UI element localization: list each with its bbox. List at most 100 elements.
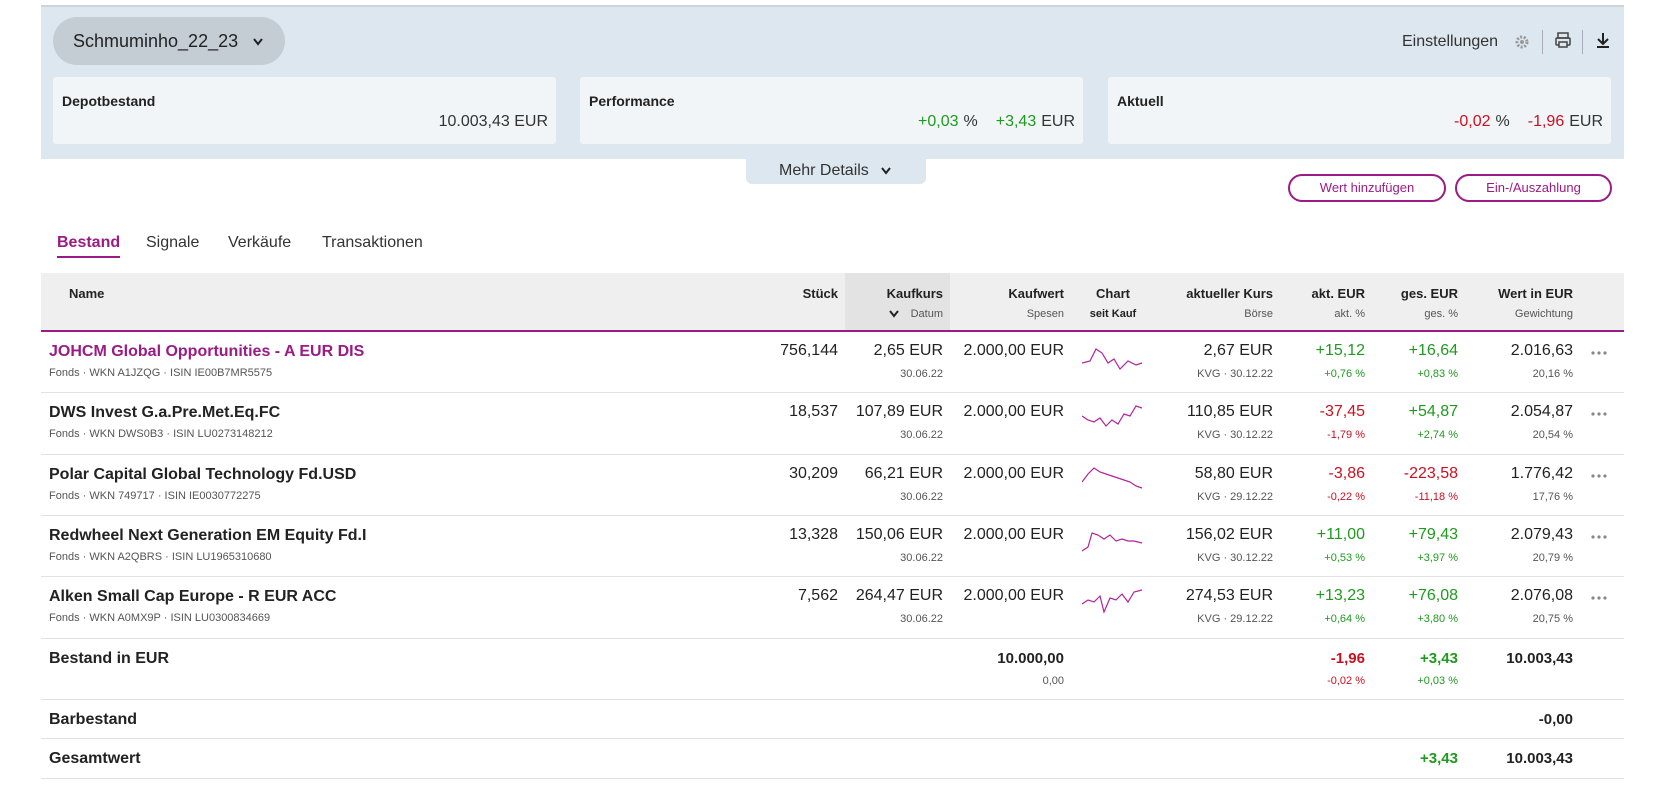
tab[interactable]: Verkäufe: [228, 234, 292, 251]
summary-value: 10.003,43 EUR: [438, 113, 548, 130]
gear-icon[interactable]: [1514, 34, 1530, 50]
cell-wert: 1.776,42: [1510, 464, 1573, 482]
total-label: Bestand in EUR: [49, 649, 170, 667]
column-title: Stück: [802, 286, 838, 301]
security-name[interactable]: Alken Small Cap Europe - R EUR ACC: [49, 588, 337, 606]
cell-kurs: 156,02 EUR: [1185, 525, 1273, 543]
cell-akt-eur: -37,45: [1319, 403, 1365, 421]
security-meta: Fonds · WKN DWS0B3 · ISIN LU0273148212: [49, 428, 273, 441]
row-separator: [41, 576, 1624, 578]
cell-ges-pct: +2,74 %: [1417, 429, 1458, 442]
column-title: akt. EUR: [1311, 286, 1365, 301]
cell-wert: 2.076,08: [1510, 587, 1573, 605]
row-separator: [41, 392, 1624, 394]
security-name[interactable]: DWS Invest G.a.Pre.Met.Eq.FC: [49, 404, 281, 422]
row-menu[interactable]: [1590, 411, 1608, 417]
sparkline: [1082, 532, 1143, 552]
cell-boerse: KVG · 30.12.22: [1197, 368, 1273, 380]
column-subtitle: seit Kauf: [1089, 308, 1137, 320]
summary-card: [1108, 77, 1611, 144]
divider: [1582, 30, 1583, 54]
cell-gewichtung: 20,79 %: [1532, 551, 1573, 564]
cell-akt-pct: -1,79 %: [1327, 429, 1365, 442]
summary-amount-unit: EUR: [1041, 113, 1075, 130]
summary-label: Depotbestand: [62, 93, 156, 109]
row-menu[interactable]: [1590, 534, 1608, 540]
deposit-button[interactable]: Ein-/Auszahlung: [1455, 174, 1612, 202]
column-title: Wert in EUR: [1498, 286, 1573, 301]
portfolio-name[interactable]: Schmuminho_22_23: [73, 31, 239, 51]
column-subtitle: ges. %: [1424, 308, 1458, 320]
cell-akt-pct: -0,22 %: [1327, 490, 1365, 503]
total-wert: 10.003,43: [1506, 649, 1573, 667]
row-menu[interactable]: [1590, 595, 1608, 601]
cell-ges-eur: +79,43: [1408, 525, 1458, 543]
cell-kaufkurs: 2,65 EUR: [873, 342, 943, 359]
cell-akt-pct: +0,64 %: [1324, 613, 1365, 626]
cell-stueck: 756,144: [780, 342, 838, 359]
cell-kurs: 58,80 EUR: [1194, 464, 1273, 482]
cell-kaufkurs: 107,89 EUR: [855, 403, 943, 421]
total-ges-pct: +0,03 %: [1417, 674, 1458, 687]
tab[interactable]: Bestand: [57, 234, 121, 258]
cell-kaufkurs: 264,47 EUR: [855, 587, 943, 605]
security-meta: Fonds · WKN A1JZQG · ISIN IE00B7MR5575: [49, 367, 273, 379]
row-separator: [41, 738, 1624, 740]
cell-stueck: 30,209: [789, 464, 838, 482]
sparkline: [1082, 405, 1143, 428]
cell-boerse: KVG · 30.12.22: [1197, 429, 1273, 442]
print-icon[interactable]: [1554, 31, 1572, 49]
total-kaufwert: 10.000,00: [997, 649, 1064, 667]
summary-percent: +0,03: [918, 113, 959, 130]
tab[interactable]: Transaktionen: [322, 234, 423, 251]
column-subtitle: Börse: [1244, 308, 1273, 320]
cell-gewichtung: 20,54 %: [1532, 429, 1573, 442]
cell-kurs: 110,85 EUR: [1187, 403, 1273, 421]
cell-datum: 30.06.22: [900, 613, 943, 626]
total-ges-eur: +3,43: [1420, 750, 1458, 768]
summary-card: [580, 77, 1083, 144]
column-subtitle: Datum: [910, 308, 943, 320]
security-meta: Fonds · WKN A2QBRS · ISIN LU1965310680: [49, 550, 272, 563]
cell-wert: 2.079,43: [1510, 525, 1573, 543]
download-icon[interactable]: [1594, 31, 1612, 49]
cell-boerse: KVG · 30.12.22: [1197, 551, 1273, 564]
cell-gewichtung: 20,75 %: [1532, 613, 1573, 626]
sort-icon[interactable]: [888, 309, 900, 319]
cell-datum: 30.06.22: [900, 490, 943, 503]
cell-datum: 30.06.22: [900, 368, 943, 380]
cell-ges-pct: +3,80 %: [1417, 613, 1458, 626]
cell-ges-pct: +0,83 %: [1417, 368, 1458, 380]
security-meta: Fonds · WKN A0MX9P · ISIN LU0300834669: [49, 612, 271, 625]
table-header: [41, 273, 1624, 332]
add-button[interactable]: Wert hinzufügen: [1288, 174, 1446, 202]
row-separator: [41, 698, 1624, 700]
column-subtitle: akt. %: [1334, 308, 1365, 320]
portfolio-dropdown[interactable]: Schmuminho_22_23: [53, 17, 285, 65]
summary-amount: +3,43: [995, 113, 1037, 130]
total-wert: -0,00: [1538, 710, 1573, 728]
column-title: aktueller Kurs: [1186, 286, 1273, 301]
settings-link[interactable]: Einstellungen: [1402, 33, 1499, 50]
security-name[interactable]: Redwheel Next Generation EM Equity Fd.I: [49, 526, 367, 544]
summary-percent: -0,02: [1454, 113, 1491, 130]
cell-akt-pct: +0,76 %: [1324, 368, 1365, 380]
tab[interactable]: Signale: [146, 234, 200, 251]
more-details-label[interactable]: Mehr Details: [779, 162, 869, 179]
security-meta: Fonds · WKN 749717 · ISIN IE0030772275: [49, 489, 261, 502]
cell-boerse: KVG · 29.12.22: [1197, 613, 1273, 626]
cell-kaufkurs: 150,06 EUR: [855, 525, 943, 543]
total-wert: 10.003,43: [1506, 750, 1573, 768]
cell-kaufwert: 2.000,00 EUR: [963, 587, 1064, 605]
security-name[interactable]: JOHCM Global Opportunities - A EUR DIS: [49, 343, 365, 360]
cell-kaufwert: 2.000,00 EUR: [963, 464, 1064, 482]
row-menu[interactable]: [1590, 473, 1608, 479]
more-details-tab[interactable]: Mehr Details: [746, 157, 926, 184]
sparkline: [1082, 466, 1143, 489]
row-menu[interactable]: [1590, 350, 1608, 356]
cell-ges-pct: +3,97 %: [1417, 551, 1458, 564]
security-name[interactable]: Polar Capital Global Technology Fd.USD: [49, 465, 357, 483]
cell-akt-eur: -3,86: [1328, 464, 1365, 482]
row-separator: [41, 453, 1624, 455]
